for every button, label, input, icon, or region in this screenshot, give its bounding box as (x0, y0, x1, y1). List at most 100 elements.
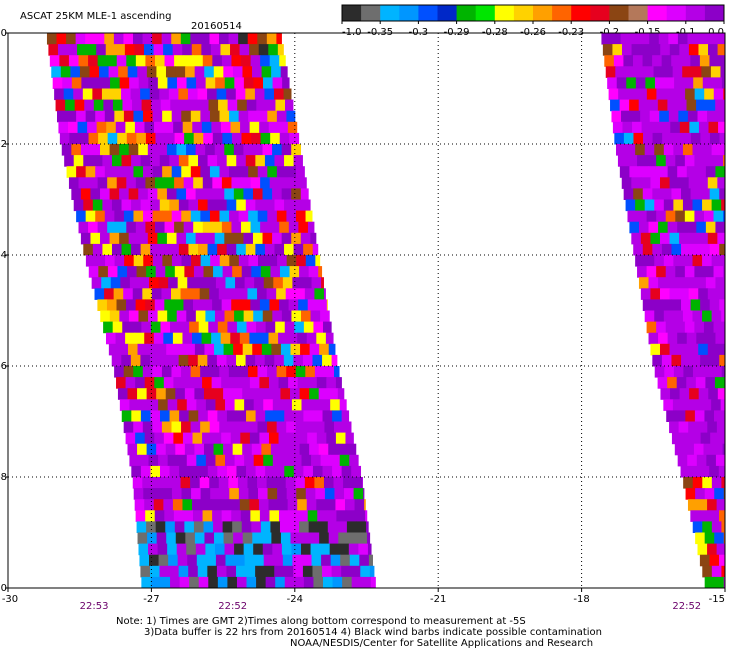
swath-cell (250, 177, 261, 189)
swath-cell (241, 132, 252, 145)
swath-cell (664, 77, 675, 89)
swath-cell (671, 55, 682, 67)
swath-cell (237, 477, 248, 489)
swath-cell (667, 332, 678, 345)
swath-cell (681, 354, 692, 367)
swath-cell (601, 33, 612, 45)
swath-cell (311, 554, 322, 567)
swath-cell (184, 521, 195, 533)
swath-cell (192, 377, 203, 389)
swath-cell (715, 166, 726, 178)
swath-cell (158, 277, 169, 289)
swath-cell (328, 343, 336, 356)
swath-cell (133, 488, 144, 500)
swath-cell (231, 132, 242, 145)
swath-cell (219, 255, 230, 267)
swath-cell (257, 110, 268, 123)
swath-cell (708, 388, 719, 400)
swath-cell (314, 288, 325, 300)
swath-cell (180, 477, 191, 489)
swath-cell (349, 554, 360, 567)
swath-cell (652, 132, 663, 145)
swath-cell (156, 388, 167, 400)
swath-cell (622, 121, 633, 134)
swath-cell (128, 144, 139, 156)
swath-cell (163, 121, 174, 134)
swath-cell (250, 510, 261, 522)
swath-cell (218, 288, 229, 300)
swath-cell (173, 299, 184, 311)
swath-cell (307, 377, 318, 389)
swath-cell (281, 310, 292, 323)
swath-cell (676, 377, 687, 389)
swath-cell (148, 77, 159, 89)
colorbar-swatch (685, 5, 706, 21)
swath-cell (657, 377, 668, 389)
swath-cell (716, 421, 726, 434)
swath-cell (293, 354, 304, 367)
swath-cell (640, 177, 651, 189)
swath-cell (332, 576, 343, 589)
swath-cell (650, 232, 661, 245)
swath-cell (661, 188, 672, 200)
swath-cell (355, 510, 366, 522)
swath-cell (697, 110, 708, 123)
swath-cell (154, 377, 165, 389)
swath-cell (631, 177, 642, 189)
swath-cell (149, 277, 160, 289)
swath-cell (243, 543, 254, 556)
swath-cell (351, 465, 362, 478)
swath-cell (612, 44, 623, 56)
swath-cell (210, 488, 221, 500)
swath-cell (264, 155, 275, 167)
swath-cell (227, 321, 238, 334)
swath-cell (209, 477, 220, 489)
swath-cell (650, 288, 661, 300)
swath-cell (661, 354, 672, 367)
swath-cell (193, 177, 204, 189)
swath-cell (267, 166, 278, 178)
swath-cell (341, 410, 350, 422)
swath-cell (225, 277, 236, 289)
swath-cell (88, 266, 99, 278)
swath-cell (291, 543, 302, 556)
swath-cell (717, 343, 726, 356)
swath-cell (228, 477, 239, 489)
swath-cell (300, 343, 311, 356)
swath-cell (157, 232, 168, 245)
swath-cell (125, 432, 136, 445)
swath-cell (86, 44, 97, 56)
swath-cell (212, 221, 223, 234)
swath-cell (111, 155, 123, 167)
swath-cell (131, 243, 142, 256)
swath-cell (161, 288, 172, 300)
swath-cell (712, 366, 723, 378)
swath-cell (229, 210, 240, 223)
swath-cell (160, 410, 171, 422)
swath-cell (713, 88, 724, 101)
swath-cell (201, 332, 212, 345)
grid-lines (8, 33, 725, 588)
swath-cell (721, 77, 726, 89)
swath-cell (296, 255, 307, 267)
swath-cell (323, 288, 326, 300)
swath-cell (723, 88, 726, 101)
swath-cell (232, 388, 243, 400)
swath-cell (358, 543, 369, 556)
swath-cell (291, 188, 302, 200)
swath-cell (223, 388, 234, 400)
swath-cell (695, 488, 706, 500)
swath-cell (267, 488, 278, 500)
swath-cell (135, 432, 146, 445)
swath-cell (321, 277, 324, 289)
swath-cell (166, 343, 177, 356)
swath-cell (692, 477, 703, 489)
swath-cell (188, 465, 199, 478)
swath-cell (223, 532, 234, 545)
swath-cell (242, 532, 253, 545)
swath-cell (164, 510, 175, 522)
swath-cell (236, 321, 248, 334)
swath-cell (272, 399, 283, 411)
swath-cell (98, 266, 109, 278)
